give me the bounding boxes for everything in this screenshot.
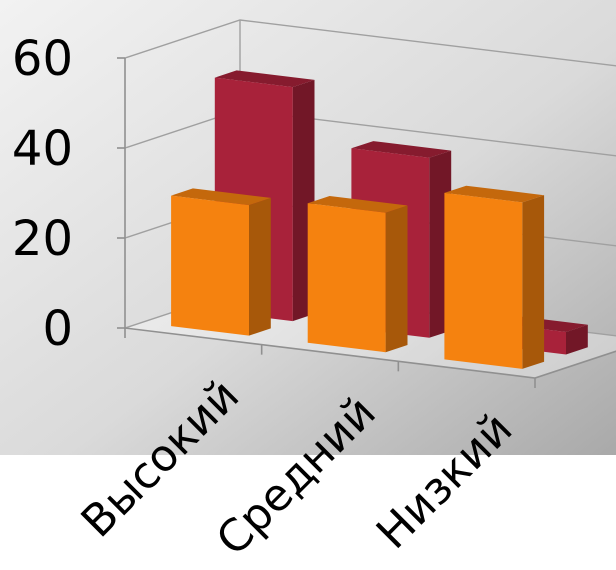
bar-side <box>249 197 271 336</box>
axis-line <box>124 58 616 379</box>
bar-side <box>566 324 588 355</box>
bar <box>444 185 545 369</box>
bar-side <box>385 205 408 353</box>
bar-top <box>171 188 271 206</box>
y-tick-label: 40 <box>12 121 73 177</box>
y-tick-label: 60 <box>12 31 73 87</box>
bar <box>307 196 408 353</box>
bar-top <box>214 70 315 88</box>
y-tick-label: 0 <box>42 301 73 357</box>
bar-front <box>171 195 249 336</box>
bar-front <box>444 192 523 369</box>
bar-front <box>307 203 386 353</box>
bar-top <box>351 141 452 158</box>
bar <box>171 188 271 336</box>
bar-side <box>522 195 545 369</box>
bars <box>171 70 588 369</box>
y-tick-label: 20 <box>12 211 73 267</box>
y-axis-tick-labels: 0 20 40 60 <box>12 31 73 357</box>
bar-top <box>444 185 545 203</box>
bar-top <box>307 196 408 213</box>
